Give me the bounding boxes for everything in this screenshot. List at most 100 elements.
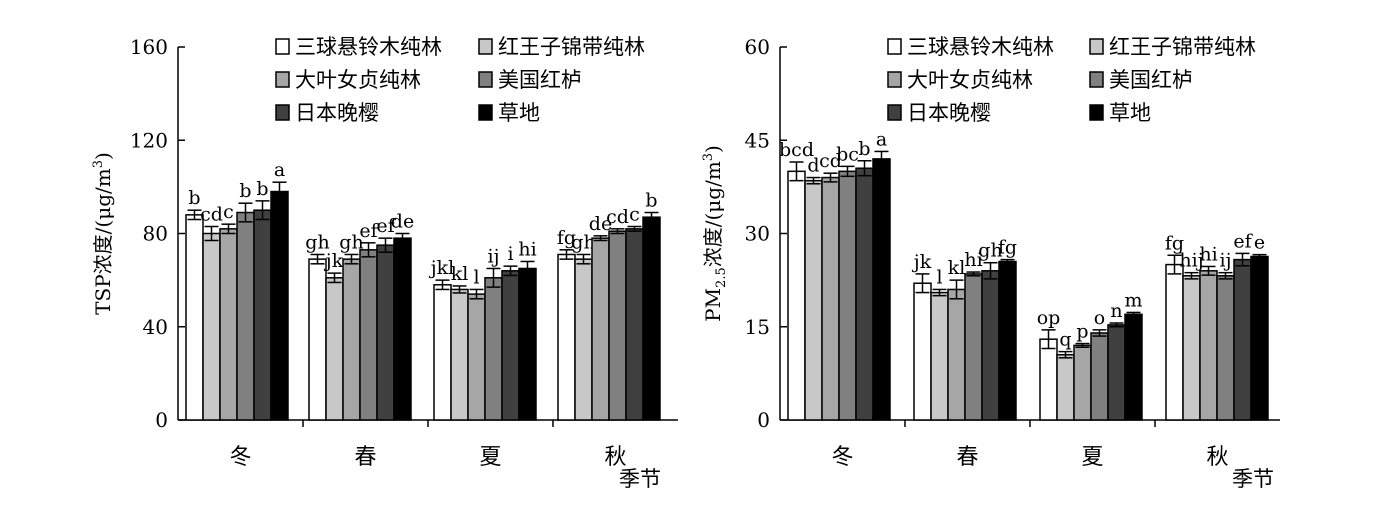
legend-swatch: [478, 71, 493, 88]
legend-label: 草地: [1109, 101, 1151, 125]
bar: [202, 232, 221, 421]
significance-label: gh: [978, 240, 1002, 262]
bar: [872, 158, 891, 421]
bar: [1250, 255, 1269, 421]
bar: [1124, 313, 1143, 421]
bar: [1216, 275, 1235, 421]
bar: [930, 291, 949, 421]
significance-label: cd: [819, 150, 842, 172]
significance-label: l: [936, 266, 942, 288]
y-tick-label: 60: [745, 35, 770, 59]
significance-label: kl: [451, 263, 469, 285]
bar: [642, 216, 661, 421]
bar: [359, 249, 378, 421]
significance-label: b: [645, 190, 657, 212]
y-tick-label: 45: [745, 128, 770, 152]
significance-label: hij: [1179, 250, 1203, 272]
bar: [981, 270, 1000, 421]
bar: [947, 288, 966, 421]
bar: [236, 211, 255, 421]
y-tick-label: 120: [130, 128, 168, 152]
y-tick-label: 15: [745, 315, 770, 339]
bar: [591, 237, 610, 421]
bar: [501, 270, 520, 421]
significance-label: ef: [376, 215, 396, 237]
bar: [342, 258, 361, 421]
bar: [484, 277, 503, 421]
bar: [393, 237, 412, 421]
bar: [998, 260, 1017, 421]
legend-label: 美国红栌: [498, 68, 582, 92]
x-tick-label: 秋: [1206, 445, 1228, 470]
bar: [838, 170, 857, 421]
bar: [185, 214, 204, 421]
legend-swatch: [478, 38, 493, 55]
legend-swatch: [1089, 71, 1104, 88]
bar: [1056, 353, 1075, 421]
bar: [855, 167, 874, 421]
significance-label: de: [589, 213, 612, 235]
y-axis-title: TSP浓度/(μg/m3): [91, 152, 115, 315]
significance-label: hi: [518, 238, 536, 260]
significance-label: q: [1059, 329, 1071, 351]
legend-label: 红王子锦带纯林: [1109, 35, 1256, 59]
y-tick-label: 0: [757, 408, 770, 432]
significance-label: jk: [324, 250, 344, 272]
bar: [608, 230, 627, 421]
legend-label: 大叶女贞纯林: [907, 68, 1033, 92]
bar: [1233, 258, 1252, 421]
significance-label: a: [876, 128, 887, 150]
legend-swatch: [887, 104, 902, 121]
legend-label: 日本晚樱: [907, 101, 991, 125]
x-tick-label: 春: [956, 445, 978, 470]
legend-label: 日本晚樱: [295, 101, 379, 125]
bar: [964, 273, 983, 421]
significance-label: m: [1124, 289, 1142, 311]
significance-label: hi: [1199, 243, 1217, 265]
legend-swatch: [887, 38, 902, 55]
significance-label: jk: [912, 251, 932, 273]
legend-swatch: [275, 71, 290, 88]
significance-label: b: [188, 187, 200, 209]
legend-label: 草地: [498, 101, 540, 125]
significance-label: b: [239, 180, 251, 202]
bar: [1090, 332, 1109, 421]
bar: [1182, 275, 1201, 421]
bar: [376, 244, 395, 421]
x-tick-label: 冬: [831, 445, 853, 470]
bar: [1165, 263, 1184, 421]
significance-label: ef: [1233, 230, 1253, 252]
significance-label: a: [274, 159, 285, 181]
legend-swatch: [275, 104, 290, 121]
significance-label: cd: [200, 204, 223, 226]
chart-2: 0 15 30 45 60 冬 春 夏 秋季节 PM2.5浓度/(μg/m3) bcd jk op fg d…: [701, 35, 1280, 491]
x-tick-label: 秋: [604, 445, 626, 470]
bar: [1039, 338, 1058, 421]
x-axis-title: 季节: [1232, 467, 1274, 491]
significance-label: jkl: [429, 257, 454, 279]
bar: [467, 293, 486, 421]
bar: [219, 228, 238, 421]
significance-label: c: [629, 204, 640, 226]
significance-label: b: [256, 178, 268, 200]
y-tick-label: 40: [143, 315, 168, 339]
significance-label: fg: [557, 227, 576, 249]
bar: [253, 209, 272, 421]
significance-label: o: [1094, 307, 1105, 329]
bar: [804, 179, 823, 421]
bar: [308, 258, 327, 421]
significance-label: n: [1110, 300, 1122, 322]
legend-label: 三球悬铃木纯林: [295, 35, 442, 59]
x-tick-label: 春: [354, 445, 376, 470]
bar: [325, 277, 344, 421]
bar: [270, 190, 289, 421]
significance-label: op: [1037, 307, 1061, 329]
y-axis-title: PM2.5浓度/(μg/m3): [701, 145, 729, 322]
legend-swatch: [887, 71, 902, 88]
legend-label: 三球悬铃木纯林: [907, 35, 1054, 59]
x-tick-label: 夏: [1081, 445, 1103, 470]
significance-label: fg: [1165, 232, 1184, 254]
bar: [1073, 344, 1092, 421]
bar: [518, 267, 537, 421]
legend-label: 红王子锦带纯林: [498, 35, 645, 59]
